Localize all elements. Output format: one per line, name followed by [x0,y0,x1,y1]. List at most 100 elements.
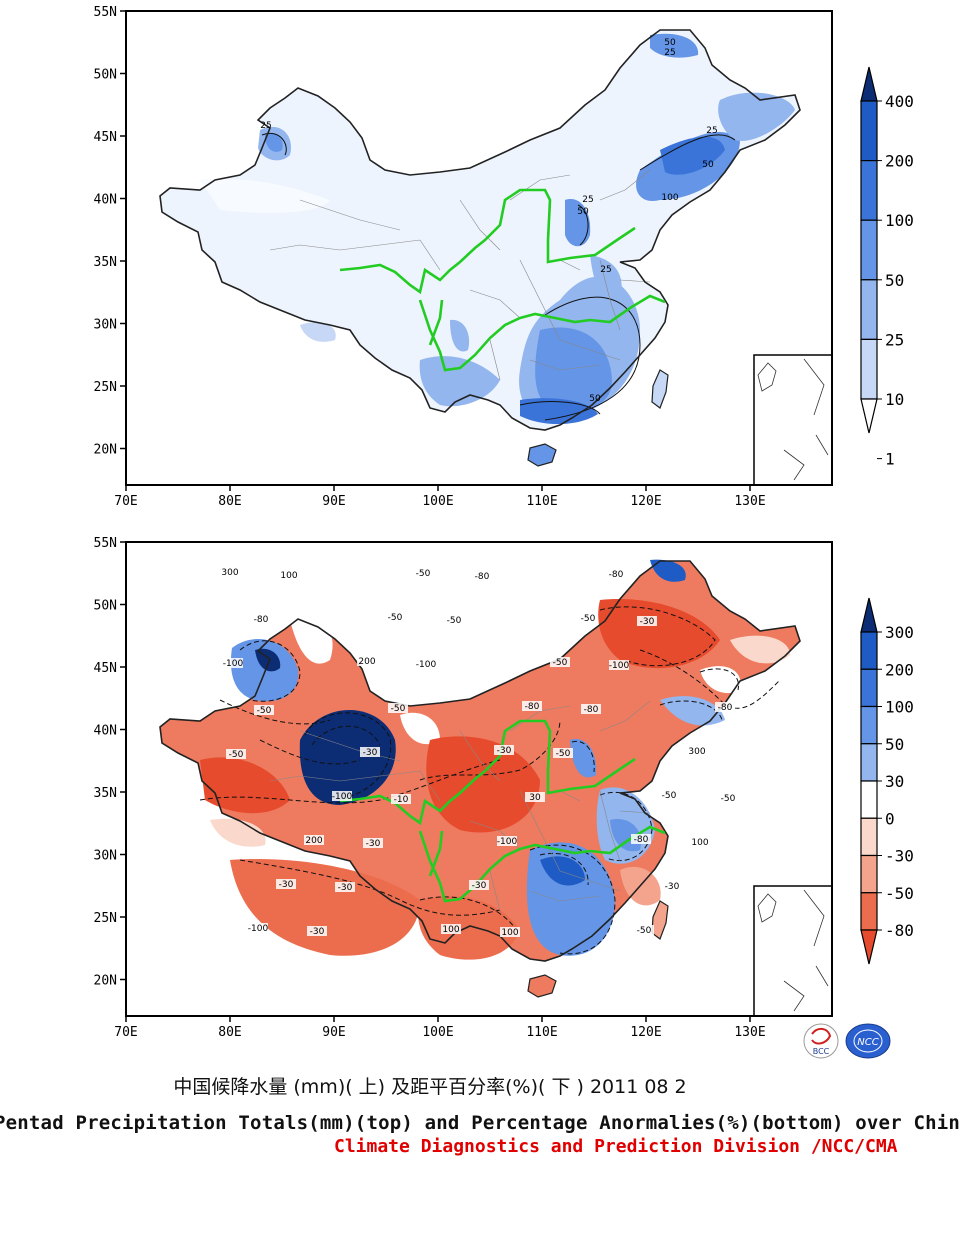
contour-line [577,204,589,246]
longitude-label: 100E [422,1025,453,1040]
shaded-region [419,356,500,407]
longitude-label: 130E [734,494,765,509]
shaded-region [230,639,299,702]
contour-line [239,859,501,916]
colorbar-label: -30 [885,847,914,866]
longitude-label: 100E [422,494,453,509]
latitude-label: 25N [94,380,117,395]
colorbar-swatch [860,100,878,162]
credit-line: Climate Diagnostics and Prediction Divis… [334,1136,898,1157]
shaded-region [718,92,795,141]
contour-line [419,719,561,781]
shaded-region [598,599,720,669]
contour-label: 100 [691,838,708,848]
colorbar-swatch [860,631,878,670]
latitude-label: 45N [94,130,117,145]
colorbar-label: 30 [885,772,904,791]
ncc-logo-text: NCC [857,1037,878,1048]
contour-label: 300 [221,568,238,578]
colorbar-swatch [860,398,878,434]
contour-line [311,725,381,746]
shaded-region [210,818,266,847]
longitude-label: 90E [322,1025,345,1040]
contour-line [571,740,595,773]
contour-label: -30 [279,880,294,890]
contour-label: 25 [260,121,271,131]
contour-label: 200 [358,657,375,667]
contour-line [239,640,301,702]
latitude-label: 40N [94,193,117,208]
contour-label: -100 [416,660,437,670]
shaded-region [200,179,330,213]
latitude-label: 55N [94,536,117,551]
contour-label: -30 [472,881,487,891]
colorbar-label: 0 [885,809,895,828]
colorbar-label: 25 [885,330,904,349]
bottom-map-map-area: 300 200 -30 -80 -100 -50 -80 -50 -30 -50 -50 300 200… [159,559,801,998]
contour-label: -30 [310,927,325,937]
contour-label: -100 [497,837,518,847]
contour-line [699,668,739,691]
chinese-title: 中国候降水量 (mm)( 上) 及距平百分率(%)( 下 ) 2011 08 2 [173,1076,687,1098]
latitude-label: 35N [94,786,117,801]
contour-label: -50 [416,569,431,579]
colorbar-swatch [860,66,878,102]
contour-line [529,844,616,955]
contour-label: -80 [609,570,624,580]
contour-label: -80 [584,705,599,715]
latitude-label: 25N [94,911,117,926]
colorbar-label: 50 [885,735,904,754]
contour-line [544,296,641,421]
shaded-region [730,635,790,664]
latitude-label: 20N [94,443,117,458]
colorbar-swatch [860,743,878,782]
shaded-region [265,133,283,152]
colorbar-swatch [860,668,878,708]
colorbar-swatch [860,160,878,221]
shaded-region [660,696,725,726]
south-china-sea-inset [753,354,833,486]
contour-line [519,401,601,415]
contour-label: 100 [280,571,297,581]
english-title: Pentad Precipitation Totals(mm)(top) and… [0,1112,960,1134]
contour-label: 30 [529,793,541,803]
longitude-label: 110E [526,1025,557,1040]
contour-line [599,791,653,862]
colorbar-label: 200 [885,152,914,171]
latitude-label: 40N [94,724,117,739]
contour-label: -100 [332,792,353,802]
contour-line [199,759,501,804]
longitude-label: 90E [322,494,345,509]
shaded-region [255,648,281,672]
colorbar-swatch [860,279,878,340]
contour-line [219,699,361,765]
map-frame [125,10,833,486]
shaded-region [660,136,725,175]
south-china-sea-inset [753,885,833,1017]
shaded-region [300,322,336,342]
contour-label: -50 [229,750,244,760]
contour-label: -30 [497,746,512,756]
colorbar-swatch [860,854,878,894]
longitude-label: 70E [114,494,137,509]
contour-label: 300 [688,747,705,757]
contour-label: -50 [556,749,571,759]
contour-label: 50 [702,160,714,170]
contour-label: 100 [661,193,678,203]
colorbar-label: 50 [885,271,904,290]
longitude-label: 80E [218,1025,241,1040]
contour-label: -100 [248,924,269,934]
contour-label: -80 [254,615,269,625]
contour-label: -50 [662,791,677,801]
contour-label: -100 [223,659,244,669]
shaded-region [540,856,585,886]
latitude-label: 50N [94,599,117,614]
colorbar-label: 100 [885,211,914,230]
contour-label: -50 [637,926,652,936]
contour-label: 200 [305,836,322,846]
ncc-logo [845,1023,891,1059]
bcc-logo-text: BCC [813,1047,830,1056]
contour-label: -10 [394,795,409,805]
